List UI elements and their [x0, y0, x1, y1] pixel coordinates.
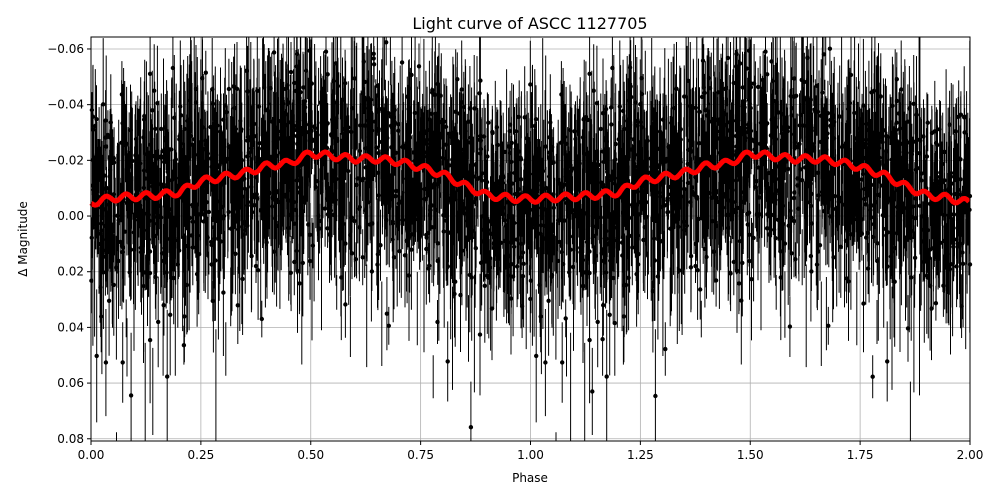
y-tick-label: 0.08 — [57, 432, 84, 446]
x-tick-label: 1.25 — [627, 448, 654, 462]
x-tick-label: 0.75 — [407, 448, 434, 462]
y-tick-label: 0.06 — [57, 376, 84, 390]
y-axis-ticks: −0.06 −0.04 −0.02 0.00 0.02 0.04 0.06 0.08 — [47, 42, 91, 446]
x-tick-label: 0.00 — [78, 448, 105, 462]
y-axis-label: Δ Magnitude — [16, 201, 30, 277]
y-tick-label: 0.02 — [57, 265, 84, 279]
y-tick-label: 0.04 — [57, 320, 84, 334]
y-tick-label: 0.00 — [57, 209, 84, 223]
y-tick-label: −0.06 — [47, 42, 84, 56]
x-tick-label: 1.50 — [737, 448, 764, 462]
x-tick-label: 0.50 — [297, 448, 324, 462]
x-tick-label: 2.00 — [957, 448, 984, 462]
y-tick-label: −0.04 — [47, 98, 84, 112]
observation-points — [89, 37, 973, 441]
y-tick-label: −0.02 — [47, 153, 84, 167]
x-tick-label: 1.75 — [847, 448, 874, 462]
chart-title: Light curve of ASCC 1127705 — [412, 14, 647, 33]
x-tick-label: 0.25 — [188, 448, 215, 462]
model-curve — [89, 149, 971, 208]
x-axis-label: Phase — [512, 471, 548, 485]
x-axis-ticks: 0.00 0.25 0.50 0.75 1.00 1.25 1.50 1.75 2.00 — [78, 441, 984, 462]
x-tick-label: 1.00 — [517, 448, 544, 462]
